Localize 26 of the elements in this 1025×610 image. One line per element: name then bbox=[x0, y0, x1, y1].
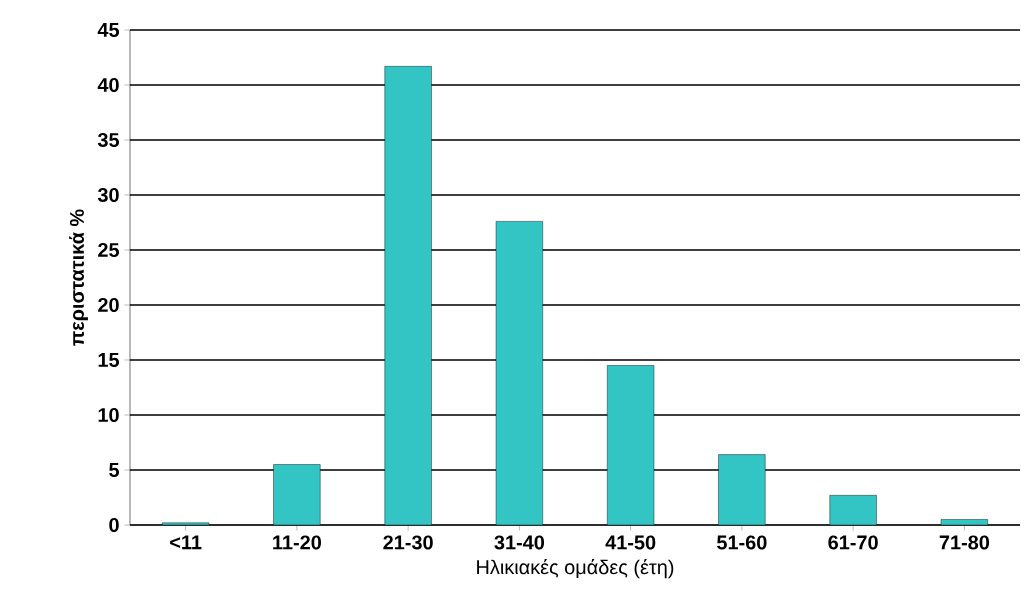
y-tick-label: 15 bbox=[98, 353, 120, 367]
y-tick-label: 40 bbox=[97, 77, 119, 93]
x-tick-label: <11 bbox=[170, 535, 202, 550]
bar bbox=[384, 66, 432, 525]
bar bbox=[829, 495, 877, 525]
y-tick-label: 10 bbox=[98, 407, 119, 423]
y-tick-label: 25 bbox=[98, 242, 120, 258]
y-tick-label: 45 bbox=[97, 23, 120, 37]
y-tick-label: 0 bbox=[109, 517, 119, 533]
x-tick-label: 31-40 bbox=[494, 535, 545, 550]
x-axis-title: Ηλικιακές ομάδες (έτη) bbox=[477, 559, 674, 579]
y-tick-label: 35 bbox=[97, 132, 120, 148]
x-tick-label: 41-50 bbox=[605, 535, 656, 550]
x-tick-label: 61-70 bbox=[828, 535, 878, 550]
bar bbox=[607, 365, 654, 525]
bar bbox=[496, 221, 543, 525]
x-tick-label: 71-80 bbox=[939, 535, 990, 550]
x-tick-label: 11-20 bbox=[273, 535, 321, 550]
bar bbox=[273, 464, 321, 525]
x-tick-label: 21-30 bbox=[383, 535, 433, 550]
y-axis-title: περιστατικά % bbox=[69, 209, 88, 346]
bar bbox=[718, 454, 766, 525]
y-tick-label: 30 bbox=[97, 187, 119, 203]
y-tick-label: 5 bbox=[109, 463, 120, 477]
x-tick-label: 51-60 bbox=[717, 535, 767, 550]
y-tick-label: 20 bbox=[98, 297, 119, 313]
